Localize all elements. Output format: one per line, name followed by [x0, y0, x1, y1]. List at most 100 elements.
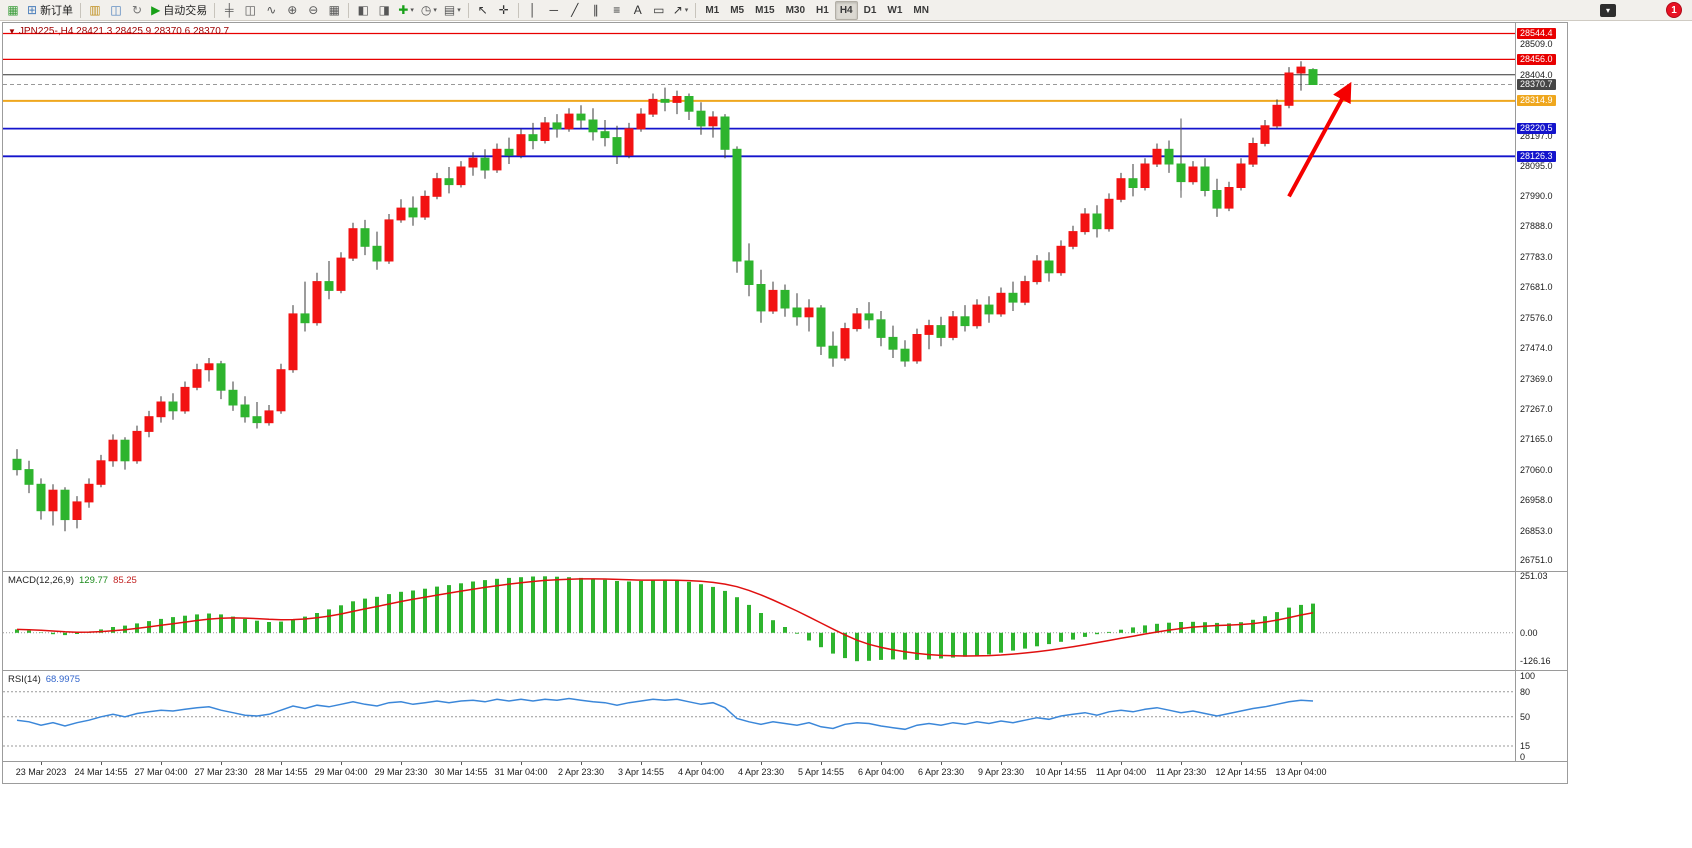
- text-icon[interactable]: A: [628, 1, 648, 20]
- bar-chart-icon[interactable]: ╪: [219, 1, 239, 20]
- main-chart-canvas[interactable]: [3, 23, 1515, 571]
- vertical-line-icon[interactable]: │: [523, 1, 543, 20]
- zoom-out-icon[interactable]: ⊖: [303, 1, 323, 20]
- rsi-indicator-label: RSI(14) 68.9975: [8, 674, 80, 685]
- timeframe-m1-button[interactable]: M1: [700, 1, 724, 20]
- new-chart-icon[interactable]: ▦: [3, 1, 23, 20]
- trend-arrow[interactable]: [1287, 81, 1352, 198]
- time-axis-label: 11 Apr 23:30: [1155, 767, 1207, 777]
- macd-axis-label: 0.00: [1520, 627, 1538, 638]
- horizontal-line-icon[interactable]: ─: [544, 1, 564, 20]
- crosshair-icon[interactable]: ✛: [494, 1, 514, 20]
- time-axis-tick: [1061, 762, 1062, 765]
- toolbar-separator: [517, 2, 519, 18]
- time-axis-label: 28 Mar 14:55: [254, 767, 308, 777]
- time-axis-tick: [581, 762, 582, 765]
- arrows-tool-glyph: ↗: [672, 3, 683, 17]
- tile-windows-icon[interactable]: ▦: [324, 1, 344, 20]
- time-axis-label: 23 Mar 2023: [15, 767, 67, 777]
- fibonacci-icon[interactable]: ≡: [607, 1, 627, 20]
- price-axis[interactable]: 28509.0 28404.0 28197.0 28095.0 27990.0 27888…: [1516, 23, 1567, 571]
- candles-layer: [12, 61, 1318, 532]
- chart-window: ▼ JPN225-,H4 28421.3 28425.9 28370.6 2837…: [2, 22, 1568, 784]
- profiles-icon-glyph: ▥: [89, 3, 101, 17]
- rsi-axis-label: 80: [1520, 686, 1531, 697]
- rsi-pane-canvas[interactable]: [3, 671, 1515, 761]
- horizontal-line-icon-glyph: ─: [549, 3, 558, 17]
- autotrading-button[interactable]: ▶ 自动交易: [148, 1, 210, 20]
- timeframe-m30-button-label: M30: [785, 4, 806, 16]
- timeframe-m15-button[interactable]: M15: [750, 1, 779, 20]
- price-axis-label: 28197.0: [1520, 130, 1553, 141]
- refresh-icon[interactable]: ↻: [127, 1, 147, 20]
- time-axis[interactable]: 23 Mar 2023 24 Mar 14:55 27 Mar 04:00 27 Ma…: [3, 762, 1515, 784]
- time-axis-label: 4 Apr 04:00: [677, 767, 725, 777]
- timeframe-m30-button[interactable]: M30: [781, 1, 810, 20]
- time-axis-tick: [1001, 762, 1002, 765]
- timeframe-h1-button[interactable]: H1: [811, 1, 834, 20]
- price-level-tag: 28544.4: [1517, 28, 1556, 39]
- notification-badge[interactable]: 1: [1666, 2, 1682, 18]
- macd-signal-value: 85.25: [113, 575, 137, 586]
- chart-shift-icon[interactable]: ◧: [353, 1, 373, 20]
- indicators-glyph: ✚: [398, 3, 409, 17]
- time-axis-label: 4 Apr 23:30: [737, 767, 785, 777]
- price-axis-label: 27990.0: [1520, 191, 1553, 202]
- pane-separator[interactable]: [3, 670, 1567, 671]
- timeframe-mn-button[interactable]: MN: [908, 1, 934, 20]
- periods-button[interactable]: ◷ ▾: [418, 1, 440, 20]
- zoom-out-icon-glyph: ⊖: [308, 3, 319, 17]
- periods-glyph: ◷: [420, 3, 432, 17]
- toolbar-overflow-icon[interactable]: ▾: [1600, 4, 1616, 17]
- time-axis-label: 30 Mar 14:55: [434, 767, 488, 777]
- time-axis-tick: [641, 762, 642, 765]
- timeframe-w1-button[interactable]: W1: [882, 1, 907, 20]
- line-chart-icon[interactable]: ∿: [261, 1, 281, 20]
- refresh-icon-glyph: ↻: [132, 3, 143, 17]
- zoom-in-icon[interactable]: ⊕: [282, 1, 302, 20]
- time-axis-tick: [461, 762, 462, 765]
- price-axis-label: 27576.0: [1520, 313, 1553, 323]
- macd-pane-canvas[interactable]: [3, 572, 1515, 670]
- price-axis-label: 28404.0: [1520, 69, 1553, 80]
- text-label-icon[interactable]: ▭: [649, 1, 669, 20]
- pane-separator[interactable]: [3, 571, 1567, 572]
- price-level-tag: 28126.3: [1517, 150, 1556, 162]
- price-level-tag: 28456.0: [1517, 53, 1556, 65]
- time-axis-border: [3, 761, 1567, 762]
- new-order-glyph: ⊞: [27, 3, 38, 17]
- toolbar-separator: [348, 2, 350, 18]
- zoom-in-icon-glyph: ⊕: [287, 3, 298, 17]
- time-axis-label: 27 Mar 04:00: [134, 767, 188, 777]
- timeframe-m1-button-label: M1: [705, 4, 720, 16]
- toolbar-separator: [80, 2, 82, 18]
- quote-header: ▼ JPN225-,H4 28421.3 28425.9 28370.6 2837…: [8, 26, 229, 37]
- timeframe-m5-button[interactable]: M5: [725, 1, 749, 20]
- market-watch-icon[interactable]: ◫: [106, 1, 126, 20]
- profiles-icon[interactable]: ▥: [85, 1, 105, 20]
- templates-button[interactable]: ▤ ▾: [441, 1, 464, 20]
- price-axis-label: 27681.0: [1520, 282, 1553, 293]
- candlestick-chart-icon[interactable]: ◫: [240, 1, 260, 20]
- channel-icon[interactable]: ∥: [586, 1, 606, 20]
- indicators-button[interactable]: ✚ ▾: [395, 1, 417, 20]
- macd-main-value: 129.77: [79, 575, 109, 586]
- time-axis-tick: [761, 762, 762, 765]
- chevron-down-icon: ▾: [433, 7, 437, 14]
- time-axis-label: 31 Mar 04:00: [494, 767, 548, 777]
- tile-windows-icon-glyph: ▦: [328, 3, 340, 17]
- toolbar-separator: [467, 2, 469, 18]
- cursor-icon[interactable]: ↖: [473, 1, 493, 20]
- price-axis-label: 27474.0: [1520, 343, 1553, 353]
- timeframe-h4-button[interactable]: H4: [834, 0, 858, 20]
- time-axis-tick: [221, 762, 222, 765]
- time-axis-label: 10 Apr 14:55: [1035, 767, 1087, 777]
- new-order-button[interactable]: ⊞ 新订单: [24, 1, 76, 20]
- auto-scroll-icon[interactable]: ◨: [374, 1, 394, 20]
- arrows-tool-button[interactable]: ↗ ▾: [670, 1, 692, 20]
- ohlc-quote-label: 28421.3 28425.9 28370.6 28370.7: [76, 26, 230, 37]
- trendline-icon[interactable]: ╱: [565, 1, 585, 20]
- timeframe-d1-button[interactable]: D1: [859, 1, 882, 20]
- timeframe-mn-button-label: MN: [913, 4, 929, 16]
- time-axis-tick: [941, 762, 942, 765]
